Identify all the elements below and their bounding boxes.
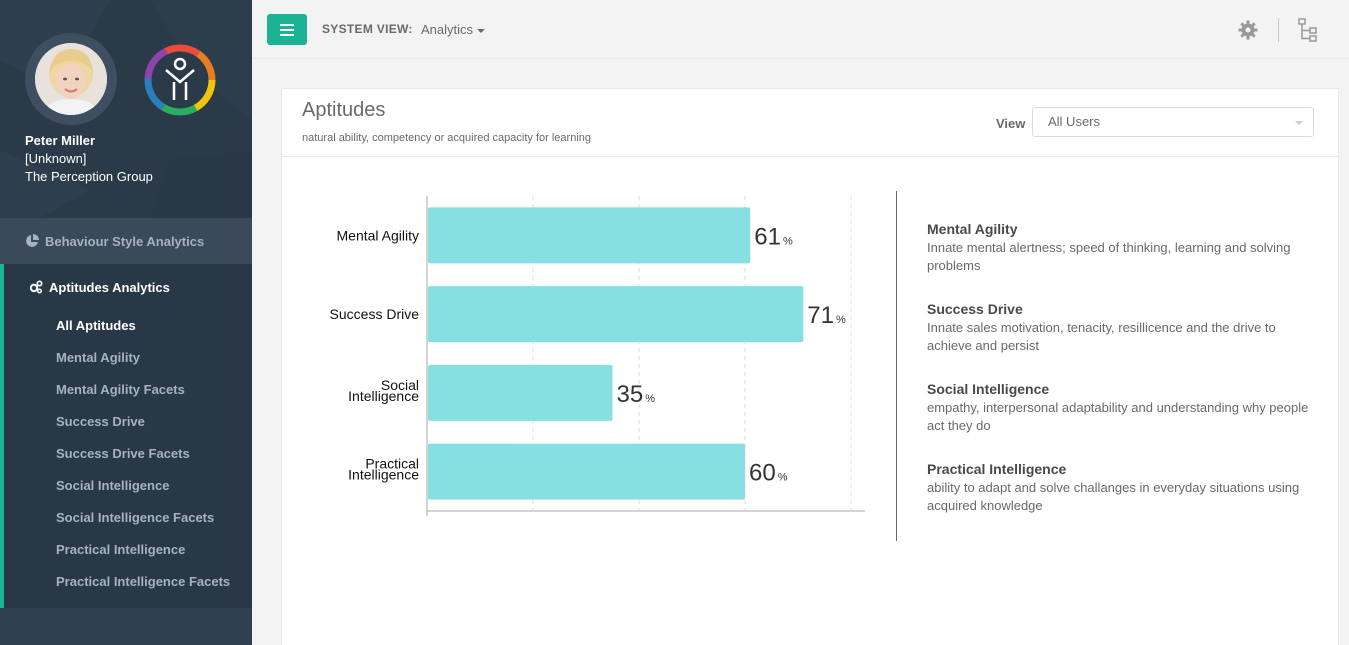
sidebar-item-social-intelligence-facets[interactable]: Social Intelligence Facets bbox=[56, 510, 215, 525]
sidebar-item-success-drive-facets[interactable]: Success Drive Facets bbox=[56, 446, 190, 461]
nav-aptitudes-label: Aptitudes Analytics bbox=[49, 279, 170, 295]
panel-title: Aptitudes bbox=[302, 99, 386, 121]
bar bbox=[428, 207, 751, 264]
description-item: Mental Agility Innate mental alertness; s… bbox=[927, 220, 1317, 275]
system-view-dropdown[interactable]: Analytics bbox=[421, 22, 486, 37]
data-label: 71% bbox=[807, 302, 846, 329]
topbar-separator bbox=[1278, 18, 1279, 42]
category-label: Practical Intelligence bbox=[348, 456, 419, 483]
sidebar-item-practical-intelligence-facets[interactable]: Practical Intelligence Facets bbox=[56, 574, 231, 589]
perception-logo-icon bbox=[144, 44, 216, 116]
top-navbar: SYSTEM VIEW: Analytics bbox=[252, 0, 1349, 59]
chevron-down-icon bbox=[1295, 121, 1303, 125]
description-text: empathy, interpersonal adaptability and … bbox=[927, 400, 1309, 433]
sidebar-item-practical-intelligence[interactable]: Practical Intelligence bbox=[56, 542, 186, 557]
description-text: Innate mental alertness; speed of thinki… bbox=[927, 240, 1291, 273]
gear-icon[interactable] bbox=[1238, 20, 1258, 40]
sidebar-item-all-aptitudes[interactable]: All Aptitudes bbox=[56, 318, 136, 333]
cogs-icon bbox=[29, 280, 43, 294]
description-title: Success Drive bbox=[927, 301, 1023, 317]
description-item: Success Drive Innate sales motivation, te… bbox=[927, 300, 1317, 355]
category-label: Mental Agility bbox=[337, 227, 419, 243]
description-title: Social Intelligence bbox=[927, 381, 1050, 397]
aptitudes-bar-chart: Mental Agility 61 % Success Drive 71 % Social I… bbox=[330, 196, 865, 516]
view-select-value: All Users bbox=[1048, 114, 1101, 129]
profile-role: [Unknown] bbox=[25, 151, 87, 166]
description-item: Social Intelligence empathy, interpersona… bbox=[927, 380, 1317, 435]
description-text: Innate sales motivation, tenacity, resil… bbox=[927, 320, 1276, 353]
description-title: Practical Intelligence bbox=[927, 461, 1067, 477]
panel-header: Aptitudes natural ability, competency or… bbox=[282, 89, 1338, 157]
category-label: Success Drive bbox=[330, 306, 420, 322]
panel-subtitle: natural ability, competency or acquired … bbox=[302, 132, 592, 144]
avatar[interactable] bbox=[35, 43, 107, 115]
data-label: 35% bbox=[617, 381, 656, 408]
nav-behaviour-label: Behaviour Style Analytics bbox=[45, 233, 205, 249]
view-label: View bbox=[996, 116, 1026, 131]
profile-area: Peter Miller [Unknown] The Perception Gr… bbox=[0, 0, 252, 218]
bar bbox=[428, 443, 745, 500]
sidebar-item-mental-agility-facets[interactable]: Mental Agility Facets bbox=[56, 382, 185, 397]
chart-divider bbox=[896, 191, 897, 541]
sidebar-item-mental-agility[interactable]: Mental Agility bbox=[56, 350, 141, 365]
description-text: ability to adapt and solve challanges in… bbox=[927, 480, 1300, 513]
description-title: Mental Agility bbox=[927, 221, 1018, 237]
bar bbox=[428, 286, 804, 343]
nav-aptitudes-header[interactable]: Aptitudes Analytics bbox=[4, 264, 252, 310]
sidebar-item-success-drive[interactable]: Success Drive bbox=[56, 414, 145, 429]
profile-name: Peter Miller bbox=[25, 133, 96, 148]
system-view-value: Analytics bbox=[421, 22, 474, 37]
data-label: 61% bbox=[754, 223, 793, 250]
sidebar-item-social-intelligence[interactable]: Social Intelligence bbox=[56, 478, 170, 493]
caret-down-icon bbox=[477, 28, 486, 33]
profile-company: The Perception Group bbox=[25, 169, 153, 184]
aptitudes-submenu: All Aptitudes Mental Agility Mental Agilit… bbox=[4, 310, 252, 598]
nav-behaviour-style-analytics[interactable]: Behaviour Style Analytics bbox=[0, 218, 252, 264]
sitemap-icon[interactable] bbox=[1298, 18, 1318, 42]
sidebar: Peter Miller [Unknown] The Perception Gr… bbox=[0, 0, 252, 645]
category-label: Social Intelligence bbox=[348, 377, 419, 404]
data-label: 60% bbox=[749, 460, 788, 487]
system-view-label: SYSTEM VIEW: bbox=[322, 22, 413, 36]
menu-toggle-button[interactable] bbox=[267, 14, 307, 45]
bar bbox=[428, 364, 613, 421]
view-select[interactable]: All Users bbox=[1032, 107, 1314, 137]
description-item: Practical Intelligence ability to adapt a… bbox=[927, 460, 1317, 515]
nav-aptitudes-analytics: Aptitudes Analytics All Aptitudes Mental … bbox=[0, 264, 252, 608]
pie-chart-icon bbox=[26, 234, 39, 247]
hamburger-icon bbox=[280, 23, 294, 36]
